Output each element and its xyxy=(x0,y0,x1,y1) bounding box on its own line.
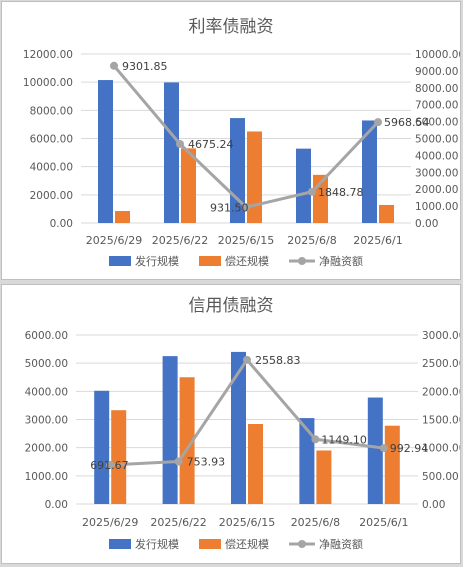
issuance-bar xyxy=(164,82,179,223)
y-left-tick-label: 4000.00 xyxy=(30,162,73,174)
chart-title: 利率债融资 xyxy=(189,17,274,37)
issuance-bar xyxy=(299,418,315,504)
legend-label: 净融资额 xyxy=(319,537,363,551)
y-right-tick-label: 6000.00 xyxy=(415,117,458,129)
data-label: 9301.85 xyxy=(122,60,168,73)
y-right-tick-label: 5000.00 xyxy=(415,134,458,146)
x-tick-label: 2025/6/22 xyxy=(150,516,206,529)
legend-marker xyxy=(298,540,306,548)
data-label: 753.93 xyxy=(187,456,226,469)
net-financing-point xyxy=(308,187,316,196)
y-left-tick-label: 6000.00 xyxy=(25,330,68,342)
legend-swatch xyxy=(109,539,131,549)
y-left-tick-label: 8000.00 xyxy=(30,105,73,117)
legend-marker xyxy=(298,257,306,265)
net-financing-point xyxy=(379,444,388,453)
x-tick-label: 2025/6/8 xyxy=(287,234,336,247)
y-right-tick-label: 3000.00 xyxy=(415,167,458,179)
x-tick-label: 2025/6/29 xyxy=(86,234,142,247)
legend-swatch xyxy=(199,539,221,549)
data-label: 691.67 xyxy=(90,459,129,472)
x-tick-label: 2025/6/29 xyxy=(82,516,138,529)
repayment-bar xyxy=(111,410,127,504)
y-left-tick-label: 2000.00 xyxy=(25,443,68,455)
credit-bond-chart-panel: 信用债融资 0.00 1000.00 2000.00 3000.00 4000.00 500… xyxy=(1,284,463,564)
data-label: 1149.10 xyxy=(321,433,367,446)
net-financing-point xyxy=(311,435,320,444)
x-tick-label: 2025/6/22 xyxy=(152,234,208,247)
data-label: 1848.78 xyxy=(318,186,364,199)
data-label: 992.94 xyxy=(390,442,429,455)
repayment-bar xyxy=(316,450,332,504)
legend-swatch xyxy=(109,256,131,266)
y-left-tick-label: 4000.00 xyxy=(25,386,68,398)
net-financing-point xyxy=(242,203,250,212)
issuance-bar xyxy=(296,148,311,223)
repayment-bar xyxy=(248,424,263,504)
y-right-tick-label: 500.00 xyxy=(422,471,459,483)
y-left-tick-label: 12000.00 xyxy=(23,49,73,61)
y-right-tick-label: 9000.00 xyxy=(415,66,458,78)
y-right-tick-label: 1000.00 xyxy=(415,201,458,213)
data-label: 4675.24 xyxy=(188,138,234,151)
net-financing-line xyxy=(110,358,384,467)
issuance-bar xyxy=(162,356,178,504)
y-left-tick-label: 2000.00 xyxy=(30,190,73,202)
net-financing-point xyxy=(374,118,382,127)
x-tick-label: 2025/6/1 xyxy=(359,516,408,529)
y-left-tick-label: 3000.00 xyxy=(25,415,68,427)
y-right-tick-label: 3000.00 xyxy=(422,330,460,342)
y-right-tick-label: 2000.00 xyxy=(415,184,458,196)
y-right-tick-label: 8000.00 xyxy=(415,83,458,95)
y-right-tick-label: 7000.00 xyxy=(415,100,458,112)
data-label: 2558.83 xyxy=(255,354,301,367)
repayment-bar xyxy=(379,204,394,223)
y-right-tick-label: 2500.00 xyxy=(422,358,460,370)
legend-label: 偿还规模 xyxy=(225,537,269,551)
y-right-tick-label: 0.00 xyxy=(422,499,445,511)
y-left-tick-label: 0.00 xyxy=(45,499,68,511)
y-right-tick-label: 1500.00 xyxy=(422,415,460,427)
repayment-bar xyxy=(247,131,262,223)
net-financing-point xyxy=(176,139,184,148)
y-left-tick-label: 10000.00 xyxy=(23,77,73,89)
data-label: 931.50 xyxy=(210,201,249,214)
legend-label: 净融资额 xyxy=(319,254,363,268)
repayment-bar xyxy=(115,211,130,223)
data-label: 5968.54 xyxy=(384,116,430,129)
repayment-bar xyxy=(181,148,196,223)
net-financing-point xyxy=(243,355,251,364)
y-right-tick-label: 10000.00 xyxy=(415,49,460,61)
x-tick-label: 2025/6/15 xyxy=(219,516,275,529)
y-right-tick-label: 2000.00 xyxy=(422,386,460,398)
y-right-tick-label: 1000.00 xyxy=(422,443,460,455)
credit-bond-chart: 信用债融资 0.00 1000.00 2000.00 3000.00 4000.00 500… xyxy=(25,296,463,551)
repayment-bar xyxy=(179,377,195,504)
issuance-bar xyxy=(231,351,246,504)
chart-title: 信用债融资 xyxy=(189,296,274,316)
y-left-tick-label: 1000.00 xyxy=(25,471,68,483)
y-right-tick-label: 0.00 xyxy=(415,218,438,230)
issuance-bar xyxy=(98,80,113,223)
x-tick-label: 2025/6/15 xyxy=(218,234,274,247)
repayment-bar xyxy=(384,425,400,504)
rate-bond-chart: 利率债融资 0.00 2000.00 4000.00 6000.00 8000.00 100… xyxy=(23,17,463,268)
y-left-tick-label: 6000.00 xyxy=(30,134,73,146)
y-left-tick-label: 0.00 xyxy=(50,218,73,230)
net-financing-point xyxy=(106,461,115,470)
legend-swatch xyxy=(199,256,221,266)
legend-label: 发行规模 xyxy=(135,537,179,551)
issuance-bar xyxy=(367,397,383,504)
x-tick-label: 2025/6/1 xyxy=(353,234,402,247)
rate-bond-chart-panel: 利率债融资 0.00 2000.00 4000.00 6000.00 8000.00 100… xyxy=(1,1,463,280)
legend-label: 偿还规模 xyxy=(225,254,269,268)
issuance-bar xyxy=(362,120,377,223)
x-tick-label: 2025/6/8 xyxy=(291,516,340,529)
y-left-tick-label: 5000.00 xyxy=(25,358,68,370)
y-right-tick-label: 4000.00 xyxy=(415,150,458,162)
net-financing-point xyxy=(174,457,183,466)
issuance-bar xyxy=(94,390,110,504)
net-financing-point xyxy=(110,61,118,70)
legend-label: 发行规模 xyxy=(135,254,179,268)
